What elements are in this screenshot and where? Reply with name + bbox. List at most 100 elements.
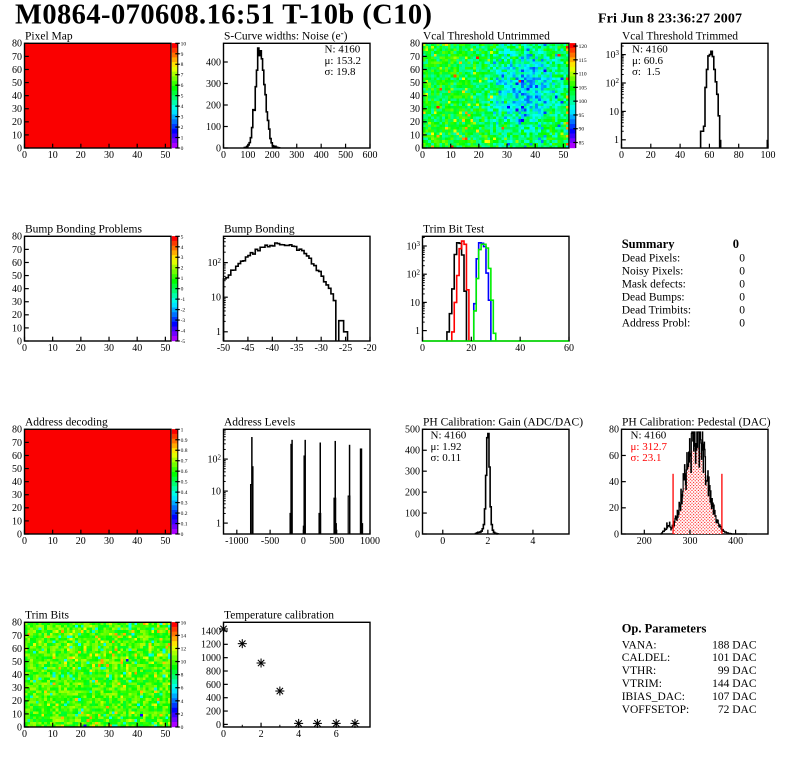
svg-text:115: 115: [579, 58, 587, 64]
svg-text:30: 30: [104, 536, 114, 547]
svg-text:40: 40: [675, 150, 685, 161]
svg-text:Address Probl:: Address Probl:: [622, 318, 691, 330]
svg-text:20: 20: [76, 729, 86, 740]
svg-text:IBIAS_DAC:: IBIAS_DAC:: [622, 691, 685, 703]
svg-text:μ: 60.6: μ: 60.6: [632, 55, 663, 67]
svg-text:85: 85: [579, 141, 585, 147]
svg-text:30: 30: [104, 343, 114, 354]
svg-text:0: 0: [181, 146, 184, 152]
svg-text:Bump Bonding Problems: Bump Bonding Problems: [25, 224, 142, 236]
svg-text:0: 0: [739, 253, 745, 265]
svg-text:S-Curve widths: Noise (e-): S-Curve widths: Noise (e-): [224, 28, 348, 43]
svg-text:0: 0: [415, 143, 420, 154]
svg-text:30: 30: [104, 150, 114, 161]
svg-text:0: 0: [301, 536, 306, 547]
svg-text:20: 20: [474, 150, 484, 161]
svg-text:101 DAC: 101 DAC: [712, 652, 757, 664]
svg-text:60: 60: [609, 451, 619, 462]
svg-text:120: 120: [579, 44, 588, 50]
svg-text:70: 70: [12, 631, 22, 642]
svg-text:100: 100: [761, 150, 776, 161]
svg-text:20: 20: [76, 150, 86, 161]
svg-text:0: 0: [440, 536, 445, 547]
svg-text:400: 400: [728, 536, 743, 547]
svg-text:80: 80: [609, 425, 619, 436]
svg-text:105: 105: [579, 85, 588, 91]
svg-text:50: 50: [160, 343, 170, 354]
svg-text:μ: 312.7: μ: 312.7: [631, 441, 668, 453]
svg-text:0: 0: [181, 287, 184, 293]
svg-text:4: 4: [181, 699, 184, 705]
svg-text:40: 40: [609, 477, 619, 488]
svg-text:0.3: 0.3: [181, 501, 188, 507]
svg-text:4: 4: [181, 104, 184, 110]
svg-text:30: 30: [12, 104, 22, 115]
svg-text:0.9: 0.9: [181, 438, 188, 444]
svg-text:30: 30: [12, 297, 22, 308]
svg-text:14: 14: [181, 633, 187, 639]
svg-text:70: 70: [410, 52, 420, 63]
svg-text:400: 400: [206, 693, 221, 704]
svg-text:6: 6: [181, 686, 184, 692]
svg-text:188 DAC: 188 DAC: [712, 639, 757, 651]
svg-text:Trim Bits: Trim Bits: [25, 610, 70, 622]
svg-text:144 DAC: 144 DAC: [712, 678, 757, 690]
svg-text:0: 0: [17, 336, 22, 347]
svg-text:300: 300: [289, 150, 304, 161]
svg-text:4: 4: [181, 245, 184, 251]
svg-text:Trim Bit Test: Trim Bit Test: [423, 224, 485, 236]
svg-text:Address decoding: Address decoding: [25, 417, 108, 429]
svg-text:10: 10: [211, 487, 221, 498]
svg-text:6: 6: [181, 83, 184, 89]
svg-text:μ: 1.92: μ: 1.92: [431, 441, 462, 453]
svg-text:0: 0: [733, 237, 739, 251]
svg-text:50: 50: [410, 78, 420, 89]
svg-text:40: 40: [12, 670, 22, 681]
svg-text:-3: -3: [181, 318, 186, 324]
svg-text:20: 20: [76, 536, 86, 547]
svg-text:20: 20: [12, 696, 22, 707]
svg-text:800: 800: [206, 666, 221, 677]
svg-text:30: 30: [502, 150, 512, 161]
svg-text:0: 0: [614, 529, 619, 540]
svg-text:2: 2: [181, 125, 184, 131]
svg-text:60: 60: [410, 65, 420, 76]
svg-text:-1: -1: [181, 297, 186, 303]
svg-text:110: 110: [579, 72, 587, 78]
svg-text:0: 0: [22, 729, 27, 740]
svg-text:1: 1: [181, 427, 184, 433]
svg-text:50: 50: [12, 78, 22, 89]
svg-text:70: 70: [12, 438, 22, 449]
svg-text:σ: 1.5: σ: 1.5: [632, 66, 661, 78]
svg-text:8: 8: [181, 673, 184, 679]
svg-text:1: 1: [614, 135, 619, 146]
svg-text:10: 10: [410, 298, 420, 309]
svg-text:10: 10: [211, 293, 221, 304]
svg-text:50: 50: [558, 150, 568, 161]
svg-text:-30: -30: [315, 343, 328, 354]
svg-text:1000: 1000: [360, 536, 380, 547]
svg-text:0: 0: [181, 532, 184, 538]
svg-text:-50: -50: [217, 343, 230, 354]
svg-text:80: 80: [410, 39, 420, 50]
svg-text:200: 200: [265, 150, 280, 161]
svg-text:Vcal Threshold Untrimmed: Vcal Threshold Untrimmed: [423, 31, 550, 43]
svg-text:10: 10: [446, 150, 456, 161]
svg-text:400: 400: [206, 57, 221, 68]
svg-text:99 DAC: 99 DAC: [718, 665, 757, 677]
svg-text:12: 12: [181, 647, 187, 653]
svg-text:1: 1: [415, 326, 420, 337]
svg-text:-35: -35: [290, 343, 303, 354]
svg-text:10: 10: [609, 107, 619, 118]
svg-text:3: 3: [181, 115, 184, 121]
svg-text:1200: 1200: [201, 640, 221, 651]
svg-text:Mask defects:: Mask defects:: [622, 279, 686, 291]
svg-text:Pixel Map: Pixel Map: [25, 31, 73, 43]
svg-text:60: 60: [704, 150, 714, 161]
svg-text:0: 0: [420, 343, 425, 354]
svg-text:1400: 1400: [201, 626, 221, 637]
svg-text:Op. Parameters: Op. Parameters: [622, 621, 707, 635]
svg-text:0: 0: [739, 305, 745, 317]
svg-text:100: 100: [206, 122, 221, 133]
svg-text:0: 0: [22, 536, 27, 547]
